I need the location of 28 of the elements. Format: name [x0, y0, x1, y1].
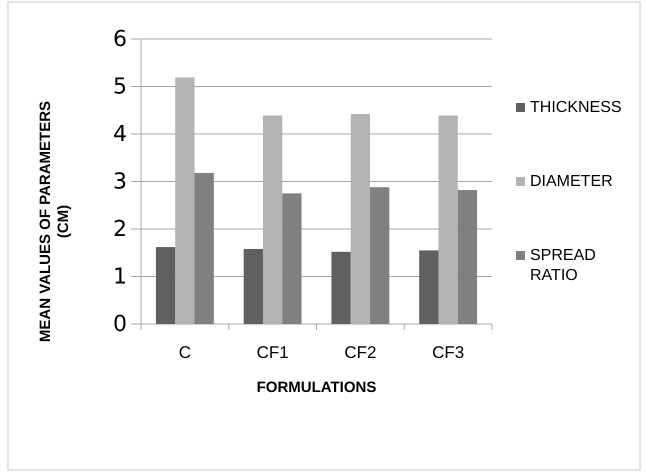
y-tick-label: 2 — [113, 217, 127, 242]
x-tick-label: CF2 — [344, 343, 376, 362]
bar — [282, 193, 302, 324]
y-axis-title: MEAN VALUES OF PARAMETERS (CM) — [37, 100, 72, 342]
bar — [438, 115, 458, 324]
bar — [458, 190, 478, 324]
y-tick-label: 0 — [113, 312, 127, 338]
x-tick-label: CF1 — [256, 343, 289, 362]
bar — [244, 248, 263, 324]
bar — [262, 115, 282, 324]
x-tick-label: CF3 — [432, 343, 464, 362]
y-tick-label: 3 — [113, 170, 127, 195]
y-tick-label: 5 — [113, 74, 127, 100]
legend-label: DIAMETER — [530, 173, 613, 190]
bar — [370, 187, 390, 324]
bar — [175, 77, 195, 324]
legend-label: THICKNESS — [530, 99, 622, 116]
x-axis-title: FORMULATIONS — [256, 379, 376, 396]
bar — [194, 172, 214, 324]
bar — [331, 252, 351, 324]
y-tick-label: 6 — [113, 27, 127, 52]
bar — [419, 250, 438, 324]
legend-label: SPREAD RATIO — [530, 247, 596, 284]
y-tick-label: 4 — [113, 122, 127, 148]
x-tick-label: C — [178, 343, 192, 362]
y-tick-label: 1 — [113, 264, 127, 290]
bar — [156, 247, 176, 324]
bar — [350, 114, 370, 324]
